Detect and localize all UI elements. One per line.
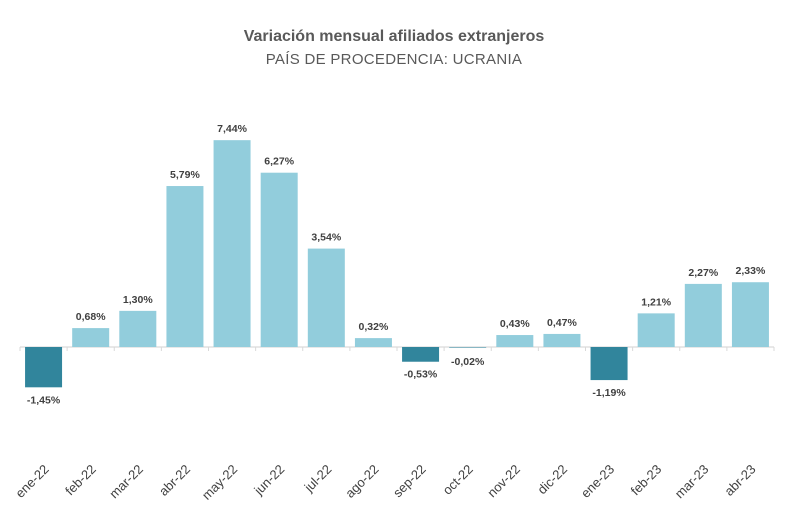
category-tick-label: feb-22 bbox=[62, 462, 99, 499]
data-label: 2,33% bbox=[736, 265, 766, 277]
bar bbox=[731, 282, 769, 347]
category-tick-label: oct-22 bbox=[440, 462, 476, 498]
data-label: 2,27% bbox=[688, 267, 718, 279]
data-label: 1,21% bbox=[641, 296, 671, 308]
bar bbox=[72, 328, 110, 347]
bar bbox=[166, 186, 204, 347]
chart-subtitle: PAÍS DE PROCEDENCIA: UCRANIA bbox=[265, 51, 523, 68]
category-tick-label: jul-22 bbox=[301, 462, 335, 496]
category-tick-label: jun-22 bbox=[250, 462, 287, 499]
bar bbox=[590, 347, 628, 381]
data-label: -0,53% bbox=[404, 369, 438, 381]
data-label: 0,43% bbox=[500, 318, 530, 330]
category-tick-label: abr-23 bbox=[721, 462, 758, 499]
data-label: 0,32% bbox=[359, 321, 389, 333]
data-label: 5,79% bbox=[170, 169, 200, 181]
bar bbox=[213, 140, 251, 347]
data-label: 7,44% bbox=[217, 123, 247, 135]
bar bbox=[637, 313, 675, 347]
bar bbox=[496, 335, 534, 347]
category-tick-label: ene-23 bbox=[578, 462, 617, 501]
category-tick-label: ene-22 bbox=[12, 462, 51, 501]
category-tick-label: dic-22 bbox=[534, 462, 570, 498]
category-tick-label: mar-22 bbox=[106, 462, 146, 502]
bar bbox=[307, 248, 345, 347]
bar bbox=[354, 338, 392, 347]
data-label: -1,19% bbox=[592, 387, 626, 399]
data-label: 3,54% bbox=[311, 232, 341, 244]
data-label: 1,30% bbox=[123, 294, 153, 306]
category-tick-label: nov-22 bbox=[484, 462, 523, 501]
data-label: 0,47% bbox=[547, 317, 577, 329]
data-label: 0,68% bbox=[76, 311, 106, 323]
category-tick-label: ago-22 bbox=[342, 462, 381, 501]
bar bbox=[543, 333, 581, 347]
category-tick-label: abr-22 bbox=[156, 462, 193, 499]
chart-title: Variación mensual afiliados extranjeros bbox=[243, 28, 545, 45]
category-tick-label: mar-23 bbox=[672, 462, 712, 502]
bar bbox=[119, 310, 157, 347]
data-label: -1,45% bbox=[27, 394, 61, 406]
category-tick-label: feb-23 bbox=[628, 462, 665, 499]
data-label: -0,02% bbox=[451, 356, 485, 368]
bar bbox=[402, 347, 440, 362]
bar bbox=[260, 172, 298, 347]
bar bbox=[684, 283, 722, 347]
bar bbox=[25, 347, 63, 388]
bar bbox=[449, 347, 487, 348]
category-tick-label: sep-22 bbox=[390, 462, 429, 501]
category-tick-label: may-22 bbox=[199, 462, 240, 503]
data-label: 6,27% bbox=[264, 156, 294, 168]
